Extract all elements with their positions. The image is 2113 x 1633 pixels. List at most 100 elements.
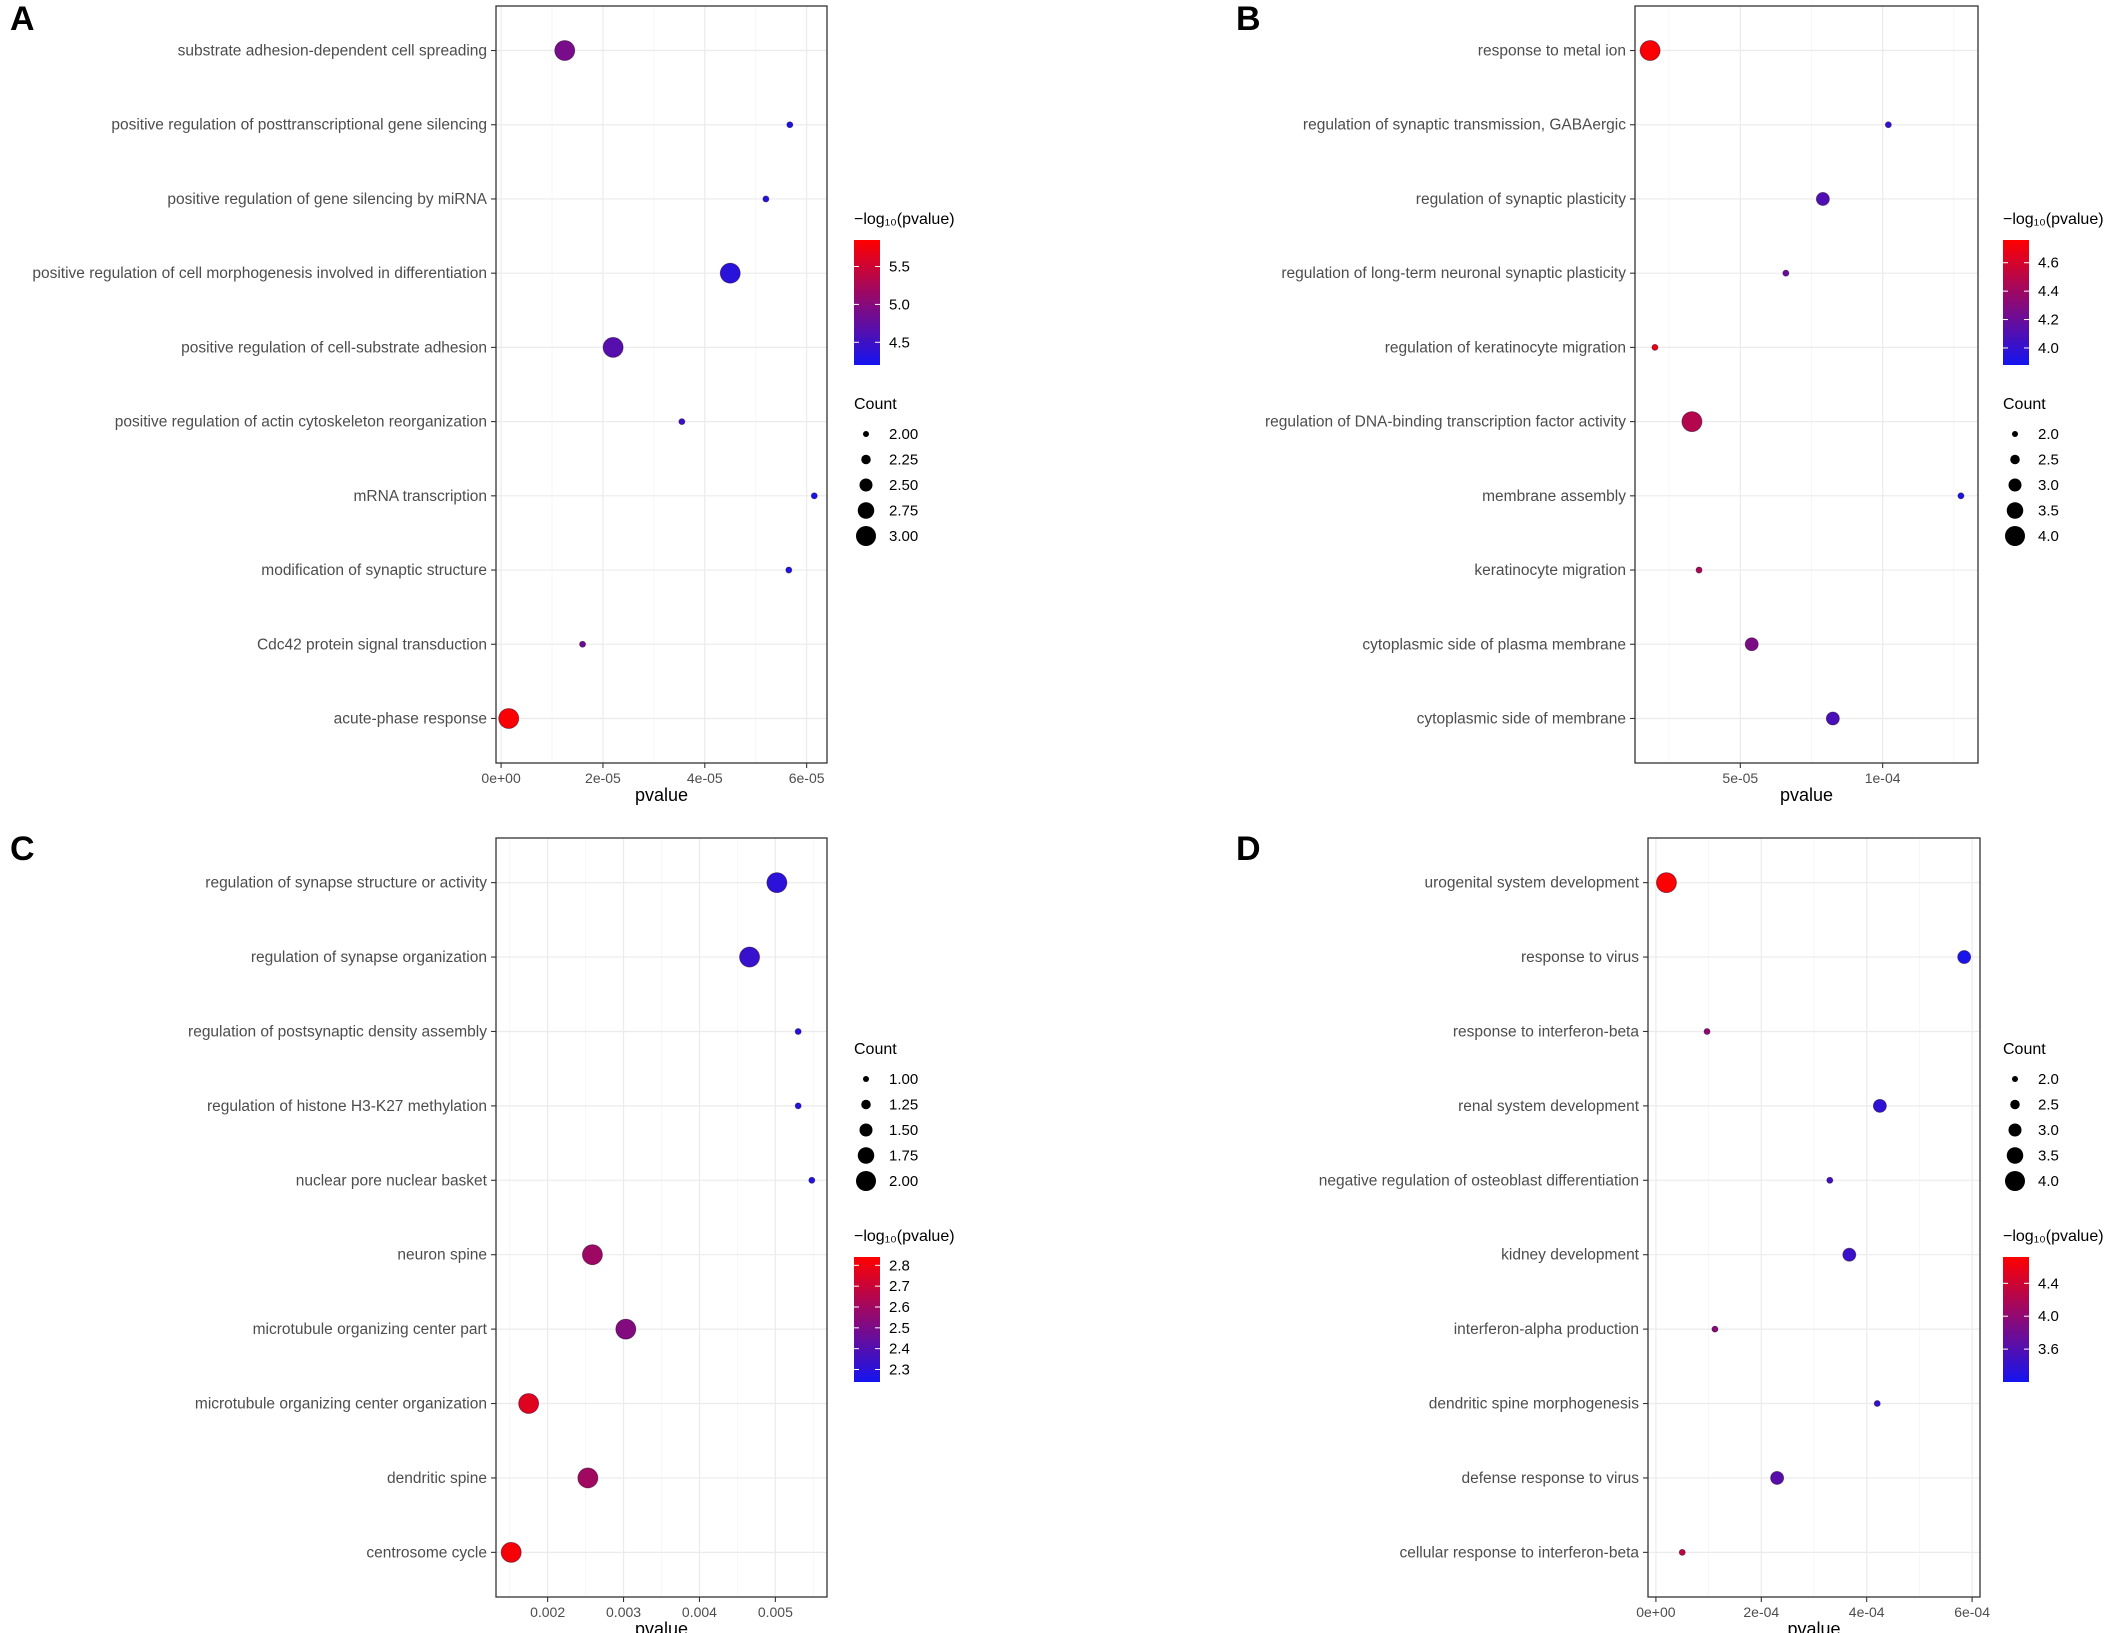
data-point	[500, 1541, 522, 1563]
color-legend-label: 2.3	[889, 1362, 910, 1379]
y-tick-label: positive regulation of gene silencing by…	[167, 191, 487, 208]
data-point	[1651, 343, 1659, 351]
size-legend-key	[859, 1123, 873, 1137]
size-legend-label: 2.5	[2038, 1097, 2059, 1114]
color-legend-label: 5.0	[889, 296, 910, 313]
size-legend: Count 1.00 1.25 1.50 1.75 2.00	[854, 1041, 918, 1191]
y-tick-label: negative regulation of osteoblast differ…	[1319, 1172, 1639, 1189]
plot-frame	[1647, 837, 1981, 1598]
color-legend: −log₁₀(pvalue) 4.4 4.0 3.6	[2003, 1228, 2104, 1382]
color-bar	[854, 240, 880, 365]
size-legend-label: 2.5	[2038, 452, 2059, 469]
y-tick-label: positive regulation of posttranscription…	[111, 117, 487, 134]
color-legend-label: 4.5	[889, 334, 910, 351]
size-legend-label: 2.75	[889, 503, 918, 520]
color-legend: −log₁₀(pvalue) 5.5 5.0 4.5	[854, 211, 955, 365]
x-tick-label: 0.005	[758, 1604, 793, 1620]
size-legend-key	[2012, 431, 2018, 437]
plot-frame	[495, 837, 828, 1598]
y-tick-label: regulation of postsynaptic density assem…	[188, 1023, 487, 1040]
size-legend-label: 4.0	[2038, 1173, 2059, 1190]
y-tick-label: urogenital system development	[1424, 875, 1639, 892]
color-legend-title: −log₁₀(pvalue)	[854, 211, 955, 228]
size-legend-key	[861, 454, 871, 465]
y-tick-label: regulation of long-term neuronal synapti…	[1281, 265, 1626, 282]
plot-frame	[495, 5, 828, 764]
color-legend-title: −log₁₀(pvalue)	[2003, 211, 2104, 228]
x-tick-label: 4e-05	[687, 770, 723, 786]
size-legend-key	[861, 1099, 871, 1110]
size-legend: Count 2.0 2.5 3.0 3.5 4.0	[2003, 1041, 2059, 1191]
data-point	[1639, 40, 1661, 61]
y-tick-label: regulation of synaptic transmission, GAB…	[1303, 117, 1626, 134]
size-legend-key	[2005, 1171, 2025, 1191]
y-tick-label: substrate adhesion-dependent cell spread…	[178, 43, 487, 60]
y-tick-label: positive regulation of cell-substrate ad…	[181, 339, 487, 356]
data-point	[1957, 492, 1965, 500]
color-legend-label: 3.6	[2038, 1341, 2059, 1358]
color-bar	[2003, 1257, 2029, 1382]
size-legend-label: 3.0	[2038, 1122, 2059, 1139]
y-tick-label: mRNA transcription	[353, 488, 487, 505]
size-legend-label: 3.5	[2038, 503, 2059, 520]
size-legend-label: 2.0	[2038, 1071, 2059, 1088]
color-legend-label: 2.5	[889, 1320, 910, 1337]
data-point	[794, 1102, 802, 1110]
data-point	[808, 1176, 816, 1184]
y-tick-label: positive regulation of actin cytoskeleto…	[115, 414, 487, 431]
y-tick-label: nuclear pore nuclear basket	[296, 1172, 488, 1189]
color-legend-label: 4.0	[2038, 1308, 2059, 1325]
y-tick-label: response to metal ion	[1478, 43, 1626, 60]
data-point	[1678, 1548, 1686, 1556]
x-tick-label: 0e+00	[1636, 1604, 1676, 1620]
size-legend-key	[863, 431, 869, 437]
x-tick-label: 2e-05	[585, 770, 621, 786]
size-legend-label: 3.0	[2038, 477, 2059, 494]
x-tick-label: 1e-04	[1865, 770, 1901, 786]
data-point	[794, 1028, 802, 1035]
data-point	[498, 708, 520, 729]
data-point	[1782, 269, 1790, 277]
size-legend-label: 1.50	[889, 1122, 918, 1139]
x-axis-title: pvalue	[1787, 1619, 1840, 1633]
size-legend-label: 3.00	[889, 528, 918, 545]
x-tick-label: 0.003	[606, 1604, 641, 1620]
size-legend-key	[857, 502, 875, 519]
color-bar	[2003, 240, 2029, 365]
x-tick-label: 5e-05	[1722, 770, 1758, 786]
color-legend-label: 5.5	[889, 259, 910, 276]
size-legend-label: 3.5	[2038, 1148, 2059, 1165]
y-tick-label: regulation of synaptic plasticity	[1416, 191, 1626, 208]
size-legend-key	[2010, 1099, 2020, 1110]
plot-background	[496, 6, 827, 763]
size-legend-key	[2010, 454, 2020, 465]
plot-frame	[1634, 5, 1979, 764]
x-tick-label: 0.002	[530, 1604, 565, 1620]
data-point	[602, 336, 624, 358]
data-point	[766, 872, 788, 894]
y-tick-label: Cdc42 protein signal transduction	[257, 636, 487, 653]
size-legend-title: Count	[2003, 396, 2046, 413]
y-tick-label: keratinocyte migration	[1474, 562, 1626, 579]
x-axis-title: pvalue	[635, 785, 688, 805]
y-tick-label: response to virus	[1521, 949, 1639, 966]
size-legend-key	[856, 1171, 876, 1191]
y-tick-label: cytoplasmic side of membrane	[1417, 710, 1626, 727]
data-point	[1825, 711, 1840, 726]
color-legend-title: −log₁₀(pvalue)	[2003, 1228, 2104, 1245]
data-point	[739, 946, 760, 968]
y-tick-label: kidney development	[1501, 1247, 1640, 1264]
y-tick-label: cytoplasmic side of plasma membrane	[1362, 636, 1626, 653]
color-legend-label: 2.8	[889, 1257, 910, 1274]
data-point	[1656, 872, 1677, 894]
y-tick-label: dendritic spine morphogenesis	[1429, 1396, 1639, 1413]
y-tick-label: positive regulation of cell morphogenesi…	[32, 265, 487, 282]
data-point	[1842, 1247, 1857, 1262]
size-legend-label: 1.25	[889, 1097, 918, 1114]
y-tick-label: regulation of synapse structure or activ…	[205, 875, 487, 892]
color-legend-label: 4.2	[2038, 312, 2059, 329]
color-legend-label: 4.4	[2038, 1275, 2059, 1292]
